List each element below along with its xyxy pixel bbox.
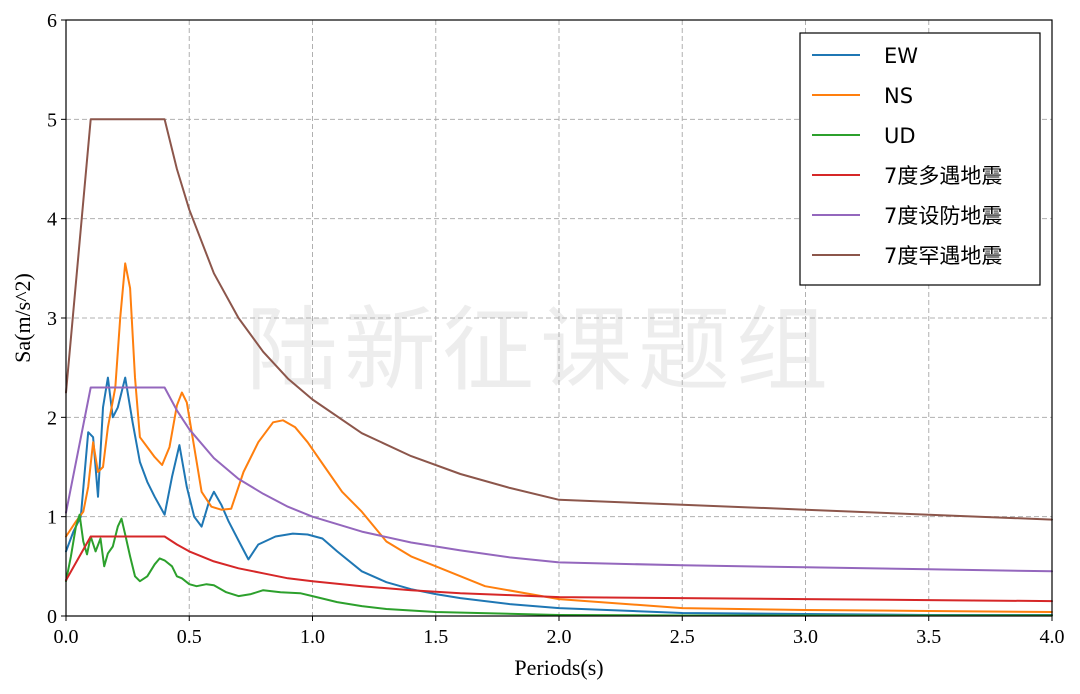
x-tick-label: 3.0 <box>793 626 818 648</box>
x-tick-label: 2.5 <box>670 626 695 648</box>
legend-label: 7度设防地震 <box>884 204 1002 228</box>
legend-label: NS <box>884 84 913 108</box>
x-tick-label: 0.0 <box>54 626 79 648</box>
x-tick-label: 0.5 <box>177 626 202 648</box>
series-line-4 <box>65 535 1053 603</box>
y-tick-label: 2 <box>47 407 57 429</box>
x-axis-label: Periods(s) <box>514 655 603 680</box>
x-tick-label: 1.0 <box>300 626 325 648</box>
axis-ticks: 0.0 0.5 1.0 1.5 2.0 2.5 3.0 3.5 4.0 0 1 2 3 4 5 6 <box>47 10 1065 648</box>
series-line-2 <box>65 262 1053 613</box>
x-tick-label: 3.5 <box>916 626 941 648</box>
legend-box <box>799 32 1041 286</box>
y-tick-label: 3 <box>47 308 57 330</box>
legend-label: 7度罕遇地震 <box>884 244 1002 268</box>
legend-label: UD <box>884 124 916 148</box>
y-tick-label: 4 <box>47 209 57 231</box>
y-axis-label: Sa(m/s^2) <box>10 273 35 363</box>
legend: EW NS UD 7度多遇地震 7度设防地震 7度罕遇地震 <box>799 32 1041 286</box>
legend-label: EW <box>884 44 918 68</box>
series-lines <box>65 118 1053 617</box>
y-tick-label: 0 <box>47 606 57 628</box>
y-tick-label: 1 <box>47 507 57 529</box>
grid-lines <box>66 20 1052 616</box>
watermark-text: 陆新征课题组 <box>246 297 834 404</box>
y-tick-label: 6 <box>47 10 57 32</box>
series-line-1 <box>65 376 1053 616</box>
x-tick-label: 4.0 <box>1040 626 1065 648</box>
legend-label: 7度多遇地震 <box>884 164 1002 188</box>
y-tick-label: 5 <box>47 109 57 131</box>
x-tick-label: 1.5 <box>423 626 448 648</box>
series-line-5 <box>65 386 1053 573</box>
x-tick-label: 2.0 <box>547 626 572 648</box>
series-line-3 <box>65 513 1053 617</box>
series-line-6 <box>65 118 1053 521</box>
